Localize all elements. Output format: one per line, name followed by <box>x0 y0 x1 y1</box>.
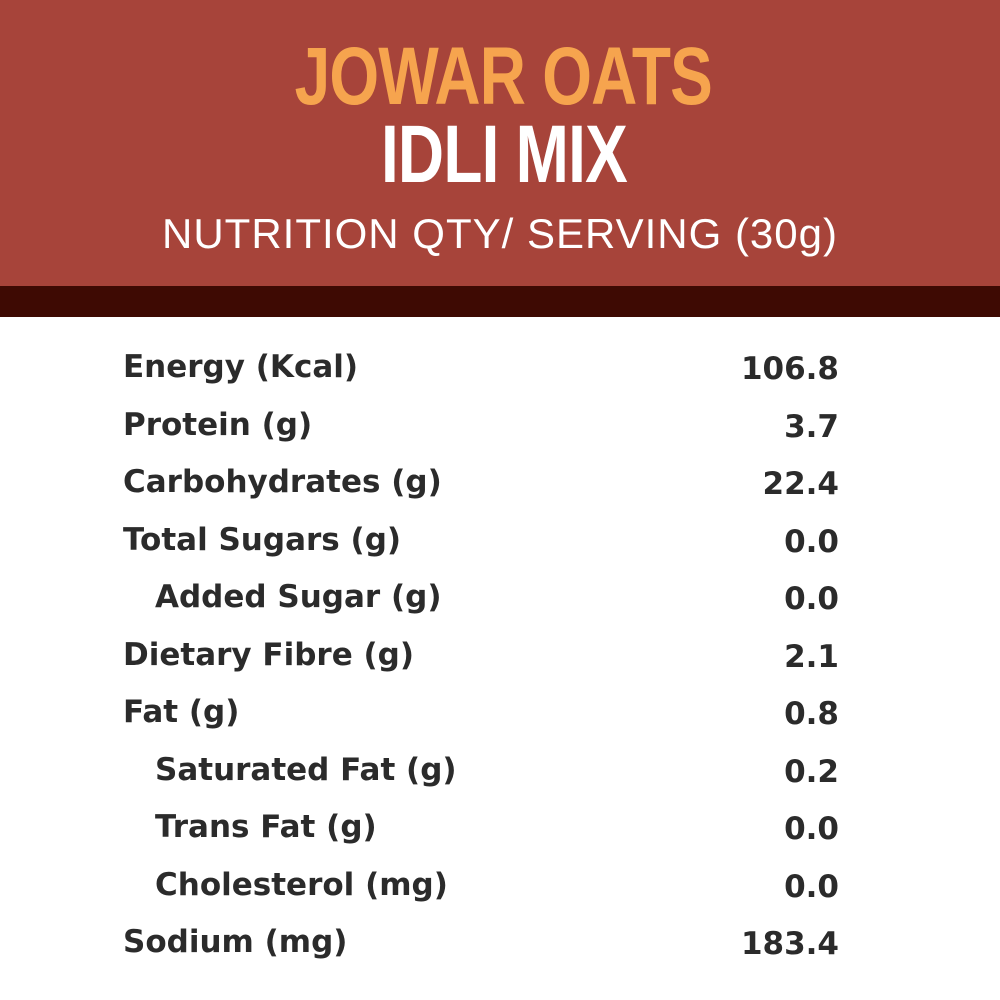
nutrient-value: 0.0 <box>784 811 839 847</box>
nutrient-label: Carbohydrates (g) <box>123 464 442 500</box>
nutrient-label: Total Sugars (g) <box>123 521 402 558</box>
nutrient-label: Trans Fat (g) <box>155 809 377 845</box>
header-panel: JOWAR OATS IDLI MIX NUTRITION QTY/ SERVI… <box>0 0 1000 286</box>
nutrition-row-trans-fat: Trans Fat (g) 0.0 <box>0 802 1000 860</box>
nutrient-value: 3.7 <box>784 408 839 445</box>
nutrition-row-total-sugars: Total Sugars (g) 0.0 <box>0 515 1000 573</box>
nutrient-value: 2.1 <box>784 638 839 675</box>
nutrient-label: Cholesterol (mg) <box>155 866 448 903</box>
nutrient-value: 0.0 <box>784 523 839 560</box>
nutrition-table: Energy (Kcal) 106.8 Protein (g) 3.7 Carb… <box>0 342 1000 975</box>
nutrient-label: Fat (g) <box>123 694 240 730</box>
nutrition-row-added-sugar: Added Sugar (g) 0.0 <box>0 572 1000 630</box>
nutrition-row-carbohydrates: Carbohydrates (g) 22.4 <box>0 457 1000 515</box>
nutrient-value: 0.8 <box>784 696 839 732</box>
nutrient-label: Protein (g) <box>123 406 313 443</box>
nutrient-value: 0.2 <box>784 753 839 790</box>
nutrition-row-cholesterol: Cholesterol (mg) 0.0 <box>0 860 1000 918</box>
serving-subtitle: NUTRITION QTY/ SERVING (30g) <box>162 210 838 257</box>
nutrient-label: Dietary Fibre (g) <box>123 636 415 673</box>
product-name-line2: IDLI MIX <box>380 109 628 200</box>
nutrient-value: 183.4 <box>740 926 839 962</box>
nutrient-label: Sodium (mg) <box>123 924 348 960</box>
nutrition-row-protein: Protein (g) 3.7 <box>0 400 1000 458</box>
nutrient-label: Saturated Fat (g) <box>155 751 457 788</box>
header-divider-band <box>0 286 1000 317</box>
nutrient-label: Added Sugar (g) <box>155 579 442 615</box>
nutrition-row-energy: Energy (Kcal) 106.8 <box>0 342 1000 400</box>
nutrient-value: 0.0 <box>784 581 839 617</box>
product-name-line1: JOWAR OATS <box>294 31 713 122</box>
nutrition-row-fat: Fat (g) 0.8 <box>0 687 1000 745</box>
nutrition-row-sodium: Sodium (mg) 183.4 <box>0 917 1000 975</box>
nutrient-label: Energy (Kcal) <box>123 349 359 385</box>
nutrient-value: 22.4 <box>762 466 840 502</box>
nutrient-value: 0.0 <box>784 868 839 905</box>
nutrition-row-saturated-fat: Saturated Fat (g) 0.2 <box>0 745 1000 803</box>
nutrient-value: 106.8 <box>740 351 839 387</box>
nutrition-row-dietary-fibre: Dietary Fibre (g) 2.1 <box>0 630 1000 688</box>
